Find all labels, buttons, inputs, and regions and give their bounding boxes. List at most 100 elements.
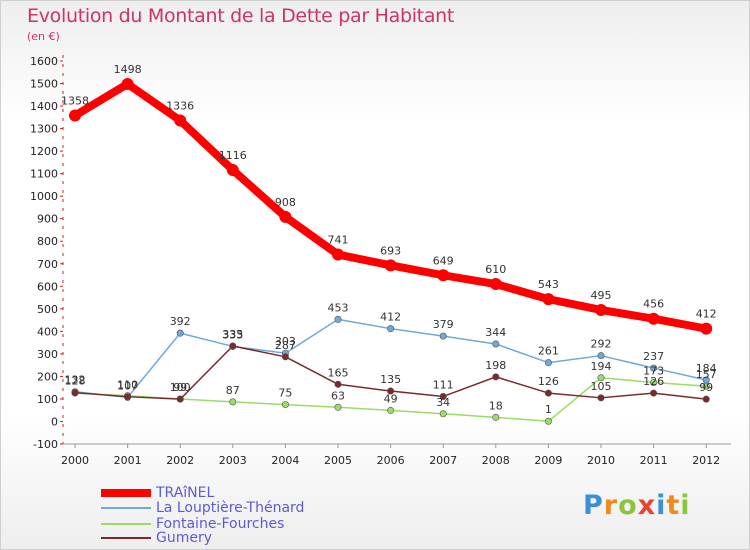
data-point [334,380,342,388]
x-tick-label: 2010 [587,454,615,467]
legend-item-trainel: TRAîNEL [101,485,361,501]
data-label: 495 [591,289,612,302]
data-label: 87 [226,384,240,397]
data-label: 335 [222,328,243,341]
data-label: 198 [485,359,506,372]
data-label: 34 [436,396,450,409]
data-label: 303 [275,335,296,348]
data-label: 412 [696,308,717,321]
y-tick-label: 700 [37,258,58,271]
y-tick-label: 1200 [30,145,58,158]
data-label: 128 [65,375,86,388]
y-tick-label: -100 [33,438,58,451]
x-tick-label: 2009 [534,454,562,467]
data-label: 184 [696,362,717,375]
proxiti-logo: Proxiti [583,490,691,521]
legend-label: Fontaine-Fourches [156,516,285,532]
data-label: 649 [433,254,454,267]
data-label: 165 [328,366,349,379]
data-point [492,340,500,348]
series-line-0 [72,79,707,333]
data-label: 412 [380,311,401,324]
data-label: 135 [380,373,401,386]
logo-letter: o [618,490,638,521]
data-point [650,364,658,372]
data-label: 126 [643,375,664,388]
data-point [492,373,500,381]
data-point [124,393,132,401]
data-label: 157 [696,368,717,381]
data-point [650,378,658,386]
data-point [544,359,552,367]
y-tick-label: 1300 [30,123,58,136]
legend-item-gumery: Gumery [101,530,361,546]
legend-swatch [101,537,151,539]
data-label: 333 [222,328,243,341]
data-label: 132 [65,374,86,387]
data-point [71,389,79,397]
x-tick-label: 2008 [482,454,510,467]
x-tick-label: 2007 [429,454,457,467]
data-point [650,389,658,397]
data-label: 287 [275,339,296,352]
data-point [702,395,710,403]
data-label: 105 [591,380,612,393]
data-label: 741 [328,234,349,247]
data-point [332,248,344,261]
data-point [384,259,397,272]
data-label: 237 [643,350,664,363]
x-tick-label: 2000 [61,454,89,467]
data-label: 392 [170,315,191,328]
y-tick-label: 800 [37,235,58,248]
y-tick-label: 300 [37,348,58,361]
data-point [387,325,395,333]
logo-letter: x [637,490,657,521]
data-point [489,278,502,291]
data-label: 1116 [219,149,247,162]
legend-label: Gumery [156,530,213,546]
data-point [700,322,713,335]
data-point [597,394,605,402]
y-tick-label: 900 [37,213,58,226]
data-point [439,332,447,340]
data-label: 1498 [114,63,142,76]
data-label: 49 [384,392,398,405]
logo-letter: P [583,490,604,521]
x-tick-label: 2006 [377,454,405,467]
x-tick-label: 2003 [219,454,247,467]
data-label: 126 [538,375,559,388]
x-tick-label: 2002 [166,454,194,467]
legend-label: TRAîNEL [156,485,215,501]
data-point [281,401,289,409]
data-label: 173 [643,364,664,377]
data-label: 107 [117,379,138,392]
data-point [544,417,552,425]
data-point [176,329,184,337]
data-point [176,395,184,403]
data-label: 379 [433,318,454,331]
data-label: 292 [591,338,612,351]
data-point [544,389,552,397]
y-tick-label: 400 [37,325,58,338]
data-point [439,410,447,418]
data-label: 261 [538,345,559,358]
data-label: 1 [545,403,552,416]
legend-item-la-louptiere-thenard: La Louptière-Thénard [101,500,361,516]
data-point [597,374,605,382]
data-label: 453 [328,301,349,314]
data-point [702,382,710,390]
data-point [387,387,395,395]
y-tick-label: 1400 [30,100,58,113]
data-label: 63 [331,389,345,402]
data-point [597,352,605,360]
logo-letter: i [656,490,667,521]
y-tick-label: 500 [37,303,58,316]
x-tick-label: 2005 [324,454,352,467]
data-point [229,398,237,406]
data-label: 610 [485,263,506,276]
y-tick-label: 0 [51,415,58,428]
data-point [492,413,500,421]
data-point [121,77,134,90]
y-tick-label: 1100 [30,168,58,181]
